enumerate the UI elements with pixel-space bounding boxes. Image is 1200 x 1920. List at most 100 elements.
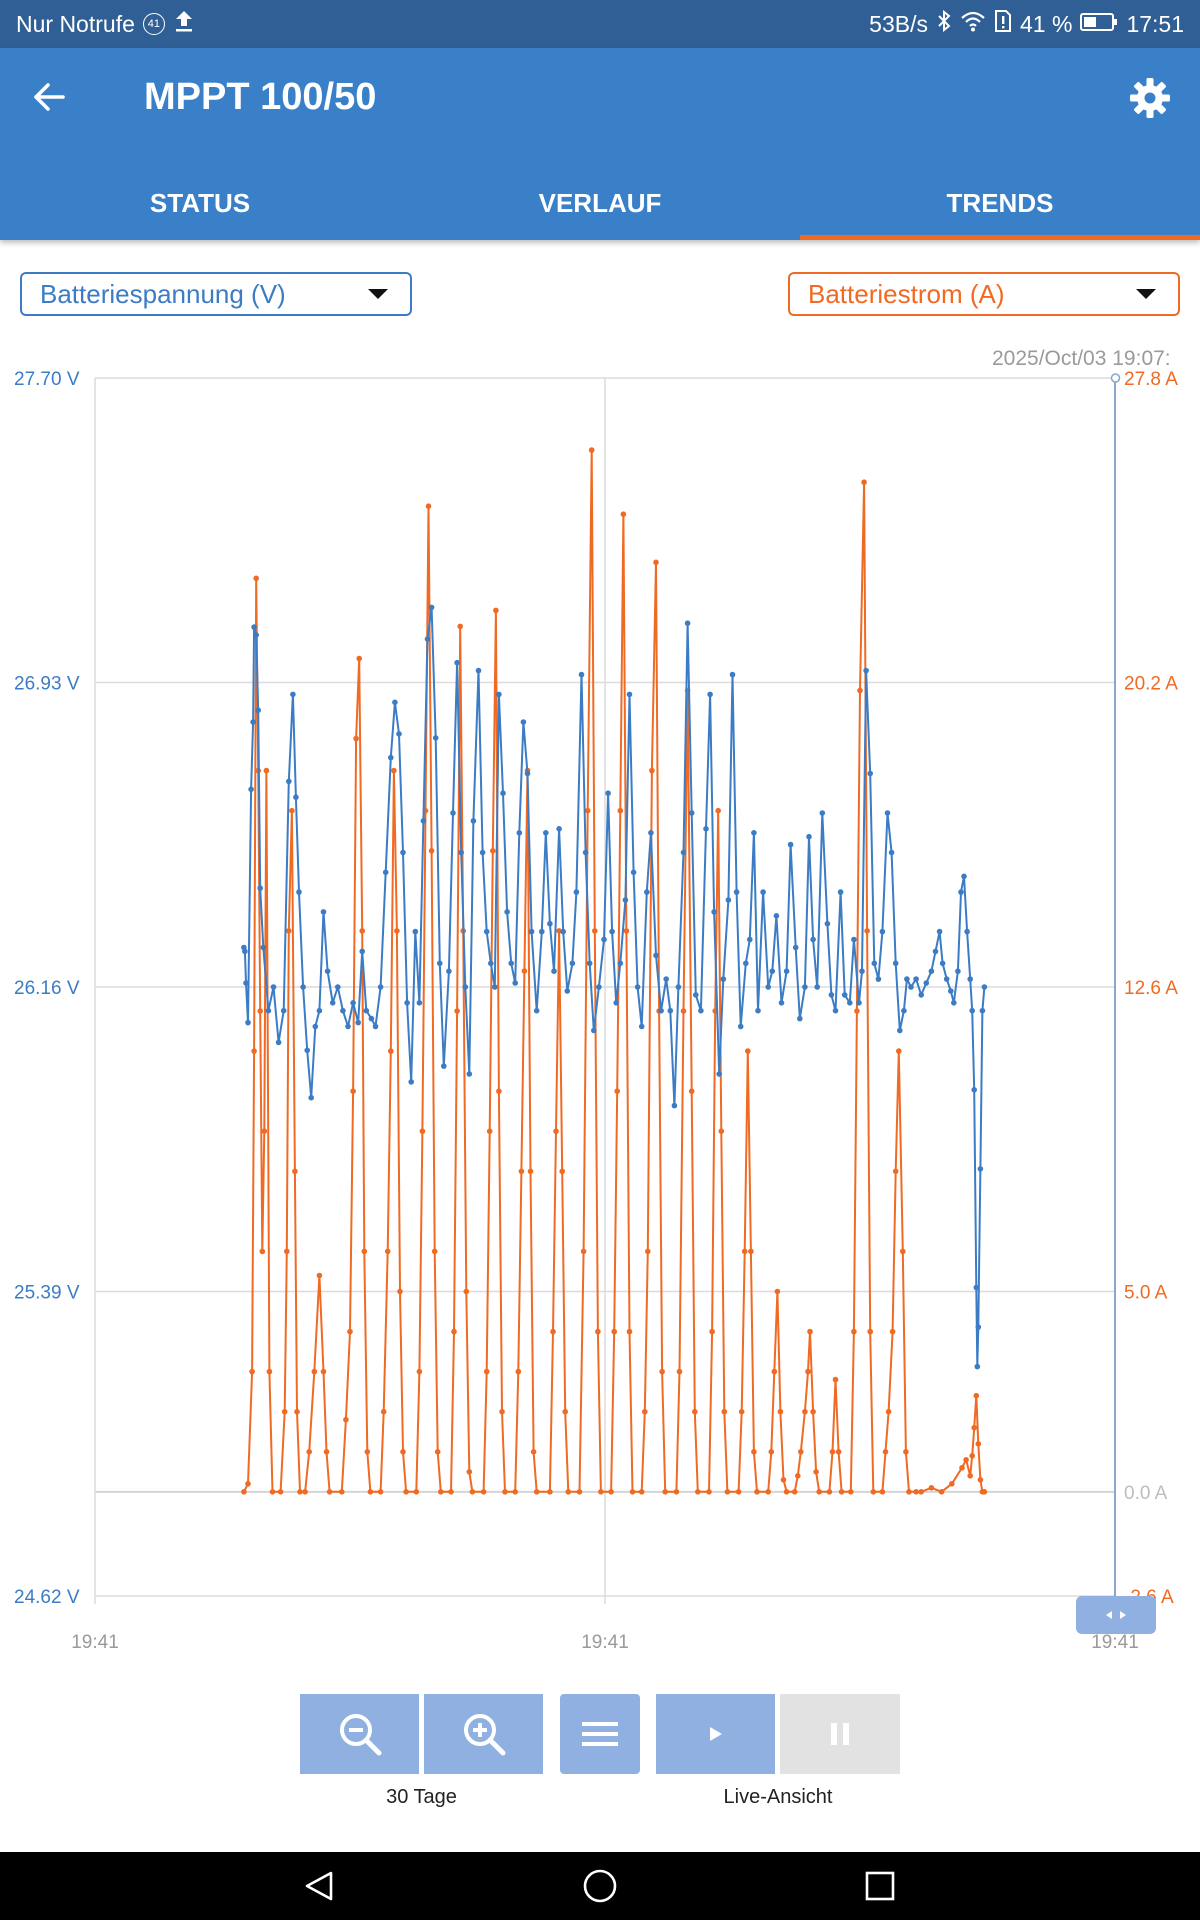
data-point	[969, 1453, 975, 1459]
nav-back-button[interactable]	[300, 1866, 340, 1906]
data-point	[904, 976, 910, 982]
data-point	[715, 807, 721, 814]
data-point	[901, 1007, 907, 1014]
data-point	[716, 1071, 722, 1077]
data-point	[257, 1008, 264, 1014]
data-point	[437, 960, 443, 967]
data-point	[400, 1449, 406, 1455]
data-point	[547, 920, 553, 927]
data-point	[377, 984, 384, 990]
right-tick-label: 12.6 A	[1124, 978, 1178, 999]
data-point	[300, 984, 306, 990]
wifi-icon	[960, 10, 986, 38]
data-point	[253, 632, 259, 638]
data-point	[496, 691, 502, 698]
data-point	[403, 1489, 409, 1495]
data-point	[265, 1007, 272, 1014]
data-point	[462, 984, 469, 990]
data-point	[816, 1489, 822, 1495]
left-axis-labels: 27.70 V 26.93 V 26.16 V 25.39 V 24.62 V	[14, 369, 80, 1608]
data-point	[973, 1284, 980, 1291]
data-point	[408, 1079, 415, 1085]
data-point	[648, 830, 654, 836]
right-tick-label: 27.8 A	[1124, 369, 1178, 390]
battery-percent: 41 %	[1020, 10, 1073, 37]
data-point	[565, 1489, 572, 1495]
data-point	[255, 707, 261, 713]
pause-button[interactable]	[780, 1694, 900, 1774]
data-point	[626, 1328, 633, 1335]
play-button[interactable]	[656, 1694, 775, 1774]
data-point	[312, 1023, 319, 1030]
data-point	[551, 968, 557, 974]
data-point	[496, 1088, 502, 1094]
left-tick-label: 27.70 V	[14, 369, 80, 390]
data-point	[928, 1485, 935, 1491]
data-point	[829, 1449, 836, 1455]
tab-verlauf[interactable]: VERLAUF	[538, 187, 662, 218]
data-point	[906, 1489, 912, 1495]
data-point	[488, 960, 494, 967]
trend-chart[interactable]: 2025/Oct/03 19:07: 27.70 V 26.93 V 26.16 V…	[0, 340, 1200, 1670]
data-point	[623, 928, 630, 934]
data-point	[908, 984, 914, 990]
data-point	[454, 659, 460, 666]
data-point	[918, 1489, 924, 1495]
data-point	[961, 873, 967, 880]
data-point	[692, 1408, 698, 1415]
nav-recents-button[interactable]	[860, 1866, 900, 1906]
play-icon	[709, 1727, 722, 1741]
data-point	[469, 1489, 476, 1495]
data-point	[806, 833, 812, 840]
settings-button[interactable]	[1124, 72, 1176, 124]
right-axis-series-select[interactable]: Batteriestrom (A)	[788, 272, 1180, 316]
chart-pan-handle[interactable]	[1076, 1596, 1156, 1634]
data-point	[975, 1324, 982, 1330]
data-point	[323, 1449, 330, 1455]
nav-home-button[interactable]	[580, 1866, 620, 1906]
data-point	[533, 1489, 540, 1495]
data-point	[364, 1449, 371, 1455]
right-tick-label: 5.0 A	[1124, 1283, 1168, 1304]
data-point	[824, 920, 831, 927]
data-point	[251, 1048, 257, 1054]
data-point	[783, 968, 790, 974]
data-point	[559, 1168, 565, 1175]
data-point	[586, 960, 593, 967]
data-point	[981, 984, 988, 990]
data-point	[490, 848, 496, 854]
back-button[interactable]	[26, 74, 72, 120]
data-point	[269, 1489, 276, 1495]
data-point	[832, 1007, 839, 1014]
data-point	[948, 988, 954, 994]
menu-button[interactable]	[560, 1694, 640, 1774]
data-point	[306, 1449, 313, 1455]
data-point	[897, 1027, 903, 1034]
data-point	[425, 503, 432, 509]
data-point	[841, 992, 848, 998]
data-point	[867, 770, 873, 777]
data-point	[292, 1168, 298, 1175]
data-point	[943, 976, 950, 982]
data-point	[695, 1489, 701, 1495]
data-point	[711, 909, 717, 915]
data-point	[355, 1019, 362, 1026]
data-point	[720, 976, 727, 982]
data-point	[889, 1328, 896, 1335]
data-point	[923, 980, 930, 986]
data-point	[754, 1489, 760, 1495]
left-axis-series-select[interactable]: Batteriespannung (V)	[20, 272, 412, 316]
tab-trends[interactable]: TRENDS	[800, 166, 1200, 240]
tab-status[interactable]: STATUS	[149, 187, 251, 218]
zoom-in-button[interactable]	[424, 1694, 543, 1774]
zoom-out-button[interactable]	[300, 1694, 419, 1774]
data-point	[578, 671, 585, 678]
data-point	[856, 1000, 862, 1006]
data-point	[867, 1328, 873, 1335]
data-point	[737, 1023, 744, 1030]
hamburger-menu-icon	[582, 1722, 618, 1746]
data-point	[249, 1368, 255, 1375]
data-point	[263, 767, 270, 774]
data-point	[280, 1007, 287, 1014]
data-point	[884, 810, 891, 816]
